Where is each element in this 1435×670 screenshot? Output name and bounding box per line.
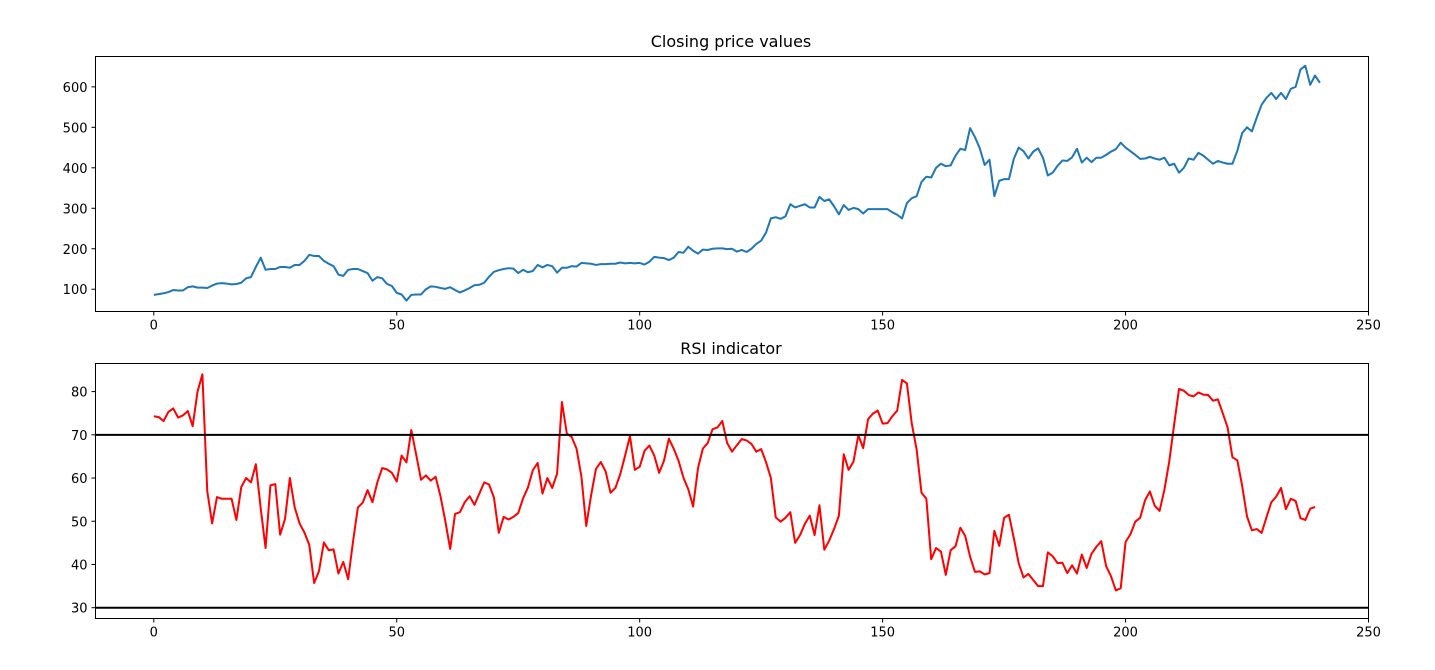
rsi-y-tick-label: 70 xyxy=(71,429,88,444)
rsi-ticks-layer: 0 50 100 150 200 250 30 40 50 60 70 80 xyxy=(71,386,1381,641)
price-y-tick-label: 500 xyxy=(63,121,88,136)
price-y-tick-label: 100 xyxy=(63,283,88,298)
rsi-series-layer xyxy=(95,373,1369,609)
rsi-x-tick-label: 250 xyxy=(1356,626,1381,641)
price-series-line xyxy=(153,64,1321,302)
price-x-tick-label: 100 xyxy=(627,319,652,334)
price-y-tick-label: 600 xyxy=(63,81,88,96)
price-axes-frame xyxy=(95,56,1369,312)
rsi-y-tick-label: 60 xyxy=(71,472,88,487)
price-x-tick-label: 200 xyxy=(1113,319,1138,334)
price-x-tick-label: 250 xyxy=(1356,319,1381,334)
rsi-x-tick-label: 150 xyxy=(870,626,895,641)
rsi-y-tick-label: 50 xyxy=(71,515,88,530)
rsi-chart-title: RSI indicator xyxy=(680,339,782,358)
rsi-chart: RSI indicator 0 50 100 150 200 250 30 40 50 60 70 8… xyxy=(71,339,1381,641)
rsi-series-line xyxy=(153,373,1316,592)
rsi-x-tick-label: 50 xyxy=(388,626,405,641)
price-x-tick-label: 150 xyxy=(870,319,895,334)
price-y-tick-label: 300 xyxy=(63,202,88,217)
price-chart-title: Closing price values xyxy=(651,32,812,51)
rsi-y-tick-label: 30 xyxy=(71,602,88,617)
rsi-x-tick-label: 200 xyxy=(1113,626,1138,641)
price-y-tick-label: 400 xyxy=(63,162,88,177)
price-x-tick-label: 0 xyxy=(150,319,158,334)
price-x-tick-label: 50 xyxy=(388,319,405,334)
rsi-y-tick-label: 80 xyxy=(71,386,88,401)
price-chart: Closing price values 0 50 100 150 200 250 100 2… xyxy=(63,32,1381,334)
price-ticks-layer: 0 50 100 150 200 250 100 200 300 400 500 600 xyxy=(63,81,1381,334)
price-y-tick-label: 200 xyxy=(63,243,88,258)
price-series-layer xyxy=(153,64,1321,302)
rsi-x-tick-label: 100 xyxy=(627,626,652,641)
rsi-x-tick-label: 0 xyxy=(150,626,158,641)
rsi-y-tick-label: 40 xyxy=(71,558,88,573)
rsi-axes-frame xyxy=(95,363,1369,619)
